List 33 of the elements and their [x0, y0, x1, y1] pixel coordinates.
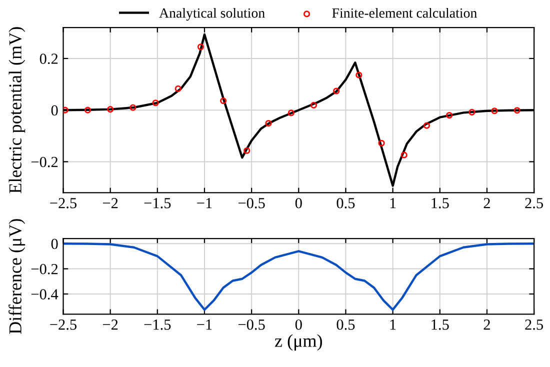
x-tick-label: 0: [295, 319, 302, 330]
x-tick-label: 0.5: [336, 319, 355, 330]
x-tick-label: −1.5: [144, 320, 171, 330]
x-tick-label: 0: [295, 198, 302, 208]
x-tick-label: 1.5: [432, 198, 449, 208]
x-tick-label: −1: [197, 320, 212, 330]
y-tick-label: 0: [51, 105, 58, 116]
x-tick-label: −2: [102, 198, 118, 208]
y-tick-label: −0.2: [31, 264, 58, 274]
x-tick-label: 2: [484, 198, 490, 208]
x-tick-label: 2.5: [525, 198, 543, 208]
x-tick-label: 1: [390, 320, 396, 330]
y-tick-label: −0.4: [31, 289, 58, 300]
y-axis-title: Electric potential (mV): [8, 27, 26, 194]
legend-label: Finite-element calculation: [332, 8, 477, 18]
x-tick-label: 2: [484, 320, 490, 330]
x-tick-label: 2.5: [525, 320, 543, 330]
x-tick-label: −2.5: [50, 320, 77, 330]
x-axis-title: z (μm): [274, 334, 322, 351]
y-tick-label: −0.2: [31, 156, 58, 168]
x-tick-label: −0.5: [238, 198, 265, 208]
x-tick-label: −1: [197, 198, 212, 208]
y-tick-label: 0: [51, 238, 58, 250]
x-tick-label: −2: [102, 320, 118, 330]
x-tick-label: 1.5: [432, 320, 449, 330]
x-tick-label: −1.5: [144, 198, 171, 208]
legend-label: Analytical solution: [159, 8, 265, 21]
x-tick-label: 0.5: [336, 198, 355, 208]
x-tick-label: −2.5: [50, 198, 77, 208]
y-axis-title: Difference (μV): [8, 219, 26, 334]
x-tick-label: −0.5: [238, 319, 265, 330]
y-tick-label: 0.2: [40, 54, 58, 64]
x-tick-label: 1: [390, 198, 396, 208]
